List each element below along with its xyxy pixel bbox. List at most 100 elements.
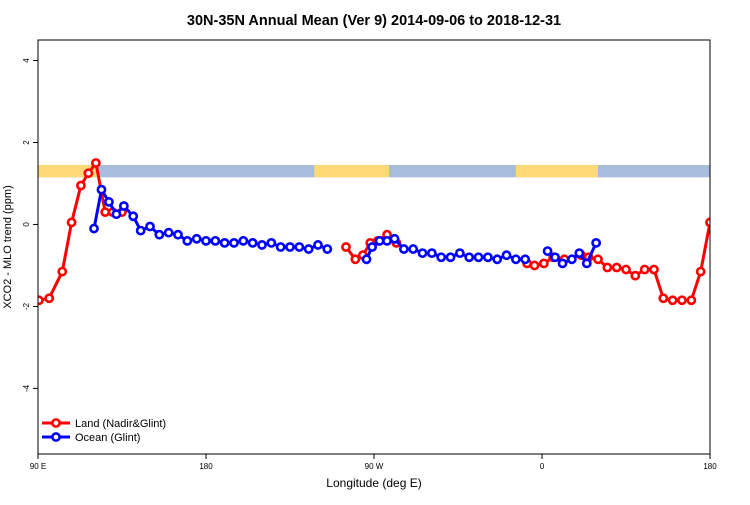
legend-marker <box>51 432 61 442</box>
series-line <box>526 216 710 302</box>
data-point <box>173 229 183 240</box>
x-tick-label: 90 E <box>30 462 46 471</box>
data-point <box>90 158 101 168</box>
data-point <box>367 242 378 252</box>
data-point <box>361 254 372 265</box>
legend-marker <box>51 418 61 428</box>
data-point <box>350 254 361 265</box>
data-point <box>408 244 419 254</box>
data-point <box>66 217 77 228</box>
series-ocean <box>89 184 750 269</box>
land-band-segment <box>38 165 98 178</box>
data-point <box>686 295 697 306</box>
data-point <box>118 201 129 211</box>
data-point <box>744 198 750 205</box>
data-point <box>210 235 221 246</box>
legend-label: Land (Nadir&Glint) <box>75 418 166 430</box>
data-point <box>266 238 277 248</box>
data-point <box>649 264 659 275</box>
x-axis: 90 E 180 90 W 0 180 <box>30 454 717 471</box>
data-point <box>729 225 736 232</box>
data-point <box>574 248 585 259</box>
data-point <box>145 221 155 232</box>
x-tick-label: 180 <box>703 462 717 471</box>
data-point <box>38 295 44 306</box>
data-point <box>482 252 493 263</box>
data-point <box>389 233 400 244</box>
data-point <box>705 217 710 228</box>
data-point <box>154 229 165 240</box>
data-point <box>89 223 99 234</box>
data-point <box>621 264 631 275</box>
data-point <box>542 246 553 256</box>
y-tick-label: 0 <box>22 222 31 227</box>
data-point <box>57 266 68 277</box>
data-point <box>128 211 139 222</box>
data-point <box>520 254 531 265</box>
data-point <box>201 235 211 246</box>
y-tick-label: -2 <box>22 302 31 310</box>
data-point <box>219 238 230 248</box>
data-point <box>454 248 465 259</box>
data-point <box>104 197 114 207</box>
legend-label: Ocean (Glint) <box>75 432 140 444</box>
data-point <box>639 264 650 275</box>
data-point <box>695 266 706 277</box>
data-point <box>550 252 560 263</box>
data-point <box>191 233 202 244</box>
series-layer <box>38 158 750 306</box>
x-tick-label: 0 <box>540 462 545 471</box>
data-point <box>322 244 333 254</box>
data-point <box>44 293 55 304</box>
data-point <box>247 238 258 248</box>
data-point <box>716 182 723 189</box>
data-point <box>374 235 385 246</box>
data-point <box>313 240 323 250</box>
data-point <box>163 227 174 238</box>
data-point <box>593 254 603 265</box>
data-point <box>111 209 122 220</box>
data-point <box>76 180 86 191</box>
chart-title: 30N-35N Annual Mean (Ver 9) 2014-09-06 t… <box>187 13 561 29</box>
data-point <box>182 235 193 246</box>
data-point <box>285 242 295 252</box>
land-band-segment <box>314 165 389 178</box>
data-point <box>426 248 437 259</box>
legend: Land (Nadir&Glint) Ocean (Glint) <box>42 418 166 444</box>
data-point <box>501 250 512 261</box>
data-point <box>538 258 549 269</box>
data-point <box>257 240 267 250</box>
data-point <box>464 252 475 263</box>
data-point <box>303 244 314 254</box>
series-line <box>732 190 750 241</box>
landmask-band <box>38 165 710 178</box>
data-point <box>436 252 447 263</box>
data-point <box>602 262 613 273</box>
y-tick-label: -4 <box>22 384 31 392</box>
data-point <box>591 238 602 248</box>
data-point <box>100 207 111 218</box>
data-point <box>557 258 568 269</box>
data-point <box>135 225 146 236</box>
data-point <box>566 254 577 265</box>
y-axis: -4 -2 0 2 4 <box>22 58 38 392</box>
data-point <box>658 293 669 304</box>
land-band-segment <box>515 165 598 178</box>
data-point <box>341 242 351 252</box>
x-tick-label: 90 W <box>365 462 384 471</box>
x-axis-label: Longitude (deg E) <box>326 476 421 490</box>
data-point <box>96 184 107 195</box>
data-point <box>510 254 521 265</box>
data-point <box>667 295 678 306</box>
data-point <box>398 244 409 254</box>
data-point <box>740 209 747 216</box>
data-point <box>473 252 484 263</box>
data-point <box>529 260 540 271</box>
data-point <box>630 270 641 281</box>
y-tick-label: 2 <box>22 140 31 145</box>
data-point <box>238 235 249 246</box>
data-point <box>417 248 428 259</box>
data-point <box>275 242 286 252</box>
